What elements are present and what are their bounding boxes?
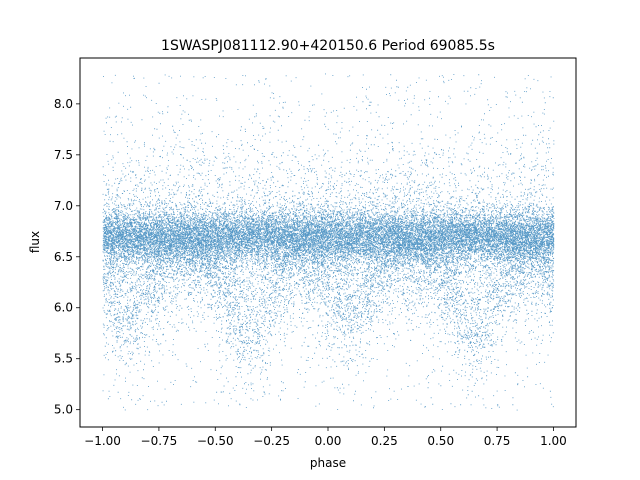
x-tick-label: 0.25 (371, 434, 398, 448)
x-tick-label: 1.00 (540, 434, 567, 448)
x-tick-label: −0.75 (141, 434, 178, 448)
x-tick-label: 0.50 (427, 434, 454, 448)
chart-title: 1SWASPJ081112.90+420150.6 Period 69085.5… (161, 38, 495, 54)
y-tick-label: 7.0 (54, 199, 73, 213)
y-tick-label: 6.0 (54, 301, 73, 315)
x-axis-label: phase (310, 456, 346, 470)
x-tick-label: −1.00 (84, 434, 121, 448)
y-tick-label: 5.5 (54, 352, 73, 366)
x-tick-label: 0.00 (315, 434, 342, 448)
y-tick-label: 7.5 (54, 148, 73, 162)
x-axis-ticks: −1.00 −0.75 −0.50 −0.25 0.00 0.25 0.50 0.75 1.00 (84, 427, 567, 448)
y-axis-ticks: 5.0 5.5 6.0 6.5 7.0 7.5 8.0 (54, 97, 80, 417)
y-tick-label: 6.5 (54, 250, 73, 264)
x-tick-label: 0.75 (484, 434, 511, 448)
y-axis-label: flux (28, 231, 42, 253)
x-tick-label: −0.25 (253, 434, 290, 448)
x-tick-label: −0.50 (197, 434, 234, 448)
data-point-cloud (102, 73, 555, 411)
y-tick-label: 8.0 (54, 97, 73, 111)
y-tick-label: 5.0 (54, 403, 73, 417)
scatter-points (102, 73, 555, 411)
